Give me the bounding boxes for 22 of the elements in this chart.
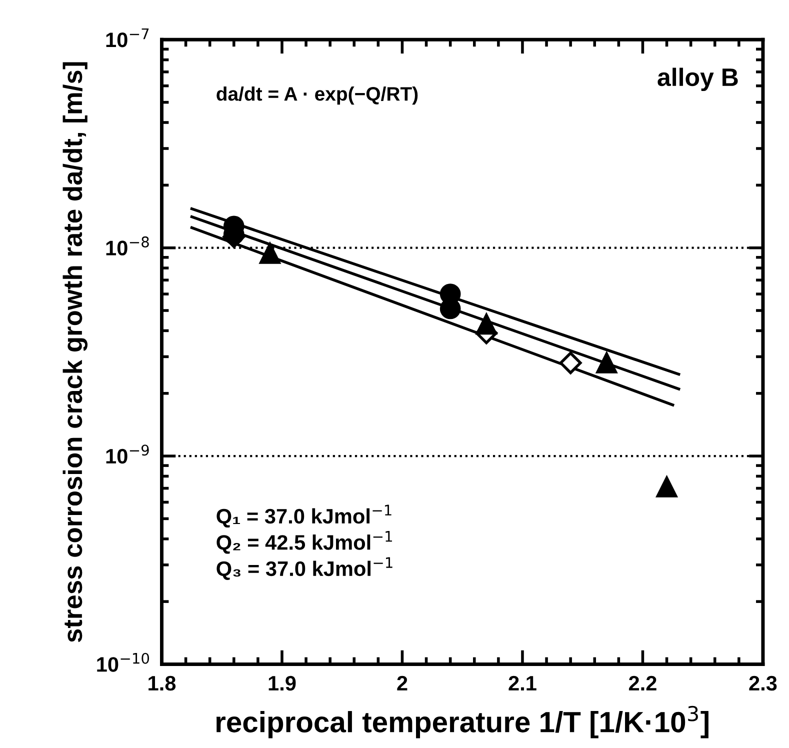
x-tick-label: 2.3 xyxy=(749,676,777,691)
y-tick-label: 10$^{−9}$ xyxy=(106,444,149,464)
point xyxy=(559,352,582,374)
x-tick-label: 1.9 xyxy=(268,676,296,691)
y-axis-title: stress corrosion crack growth rate da/dt, [m/s] xyxy=(62,62,88,642)
x-tick-label: 2.2 xyxy=(628,676,656,690)
point xyxy=(656,476,678,498)
annotation: Q₃ = 37.0 kJmol$^{−1}$ xyxy=(216,557,392,580)
point xyxy=(596,352,618,374)
y-tick-label: 10$^{−10}$ xyxy=(97,652,150,672)
x-axis-title: reciprocal temperature 1/T [1/K·10$^{3}$] xyxy=(216,706,708,738)
x-tick-label: 2 xyxy=(397,676,408,690)
annotation: Q₁ = 37.0 kJmol$^{−1}$ xyxy=(216,504,392,528)
x-tick-label: 2.1 xyxy=(508,676,536,690)
x-tick-label: 1.8 xyxy=(148,676,176,691)
y-tick-label: 10$^{−7}$ xyxy=(106,28,149,48)
annotation: Q₂ = 42.5 kJmol$^{−1}$ xyxy=(216,531,392,554)
point xyxy=(476,314,497,335)
annotation: da/dt = A · exp(−Q/RT) xyxy=(216,86,418,105)
point xyxy=(260,243,280,264)
annotation: alloy B xyxy=(658,68,738,92)
y-tick-label: 10$^{−8}$ xyxy=(106,236,149,256)
